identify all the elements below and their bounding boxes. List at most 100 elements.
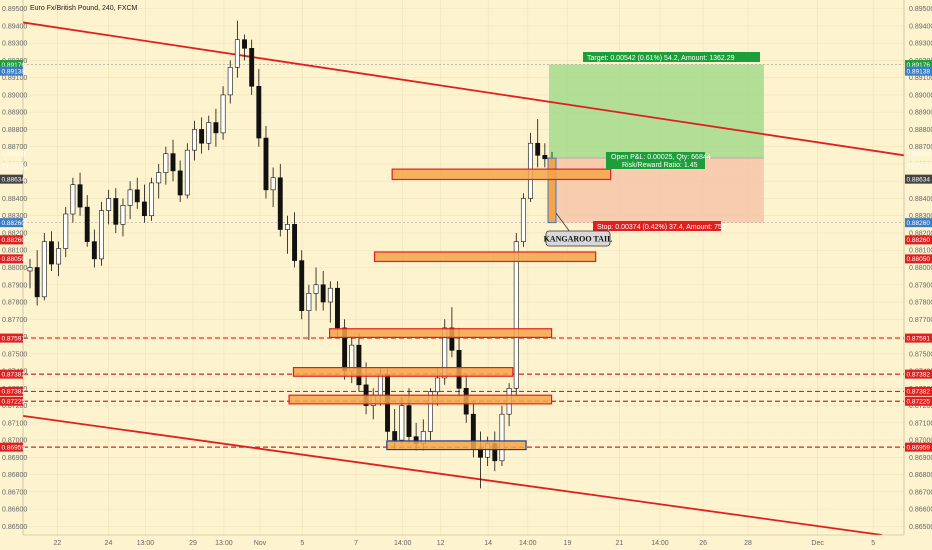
price-tag-right-label: 0.87591: [907, 335, 931, 342]
supply-demand-zones[interactable]: [288, 168, 612, 451]
time-tick-label: 7: [354, 540, 358, 547]
grid: [23, 0, 904, 535]
candle-body: [442, 327, 448, 379]
candle-body: [220, 94, 226, 134]
trendlines[interactable]: [22, 21, 905, 536]
right-tick-label: 0.88000: [909, 265, 932, 272]
price-tag-right: [905, 218, 932, 228]
price-tag-right: [905, 369, 932, 379]
right-tick-label: 0.86800: [909, 472, 932, 479]
left-tick-label: 0.87900: [2, 282, 27, 289]
candle-body: [199, 129, 205, 144]
right-tick-label: 0.88900: [909, 110, 932, 117]
left-tick-label: 0.88800: [2, 127, 27, 134]
right-tick-label: 0.89400: [909, 23, 932, 30]
candle-body: [141, 201, 147, 217]
stop-label: Stop: 0.00374 (0.42%) 37.4, Amount: 750: [597, 224, 726, 231]
price-tag-left-label: 0.88634: [2, 176, 26, 183]
risk-reward-label: Risk/Reward Ratio: 1.45: [622, 162, 698, 169]
sd-zone: [328, 328, 553, 338]
candle-body: [27, 267, 33, 272]
left-tick-label: 0.88300: [2, 213, 27, 220]
left-tick-label: 0.86500: [2, 524, 27, 531]
candle-body: [134, 189, 140, 203]
price-tag-left: [0, 442, 23, 452]
time-tick-label: 28: [744, 540, 752, 547]
price-tag-right: [905, 254, 932, 264]
price-tag-left-label: 0.88659: [2, 151, 26, 158]
price-tag-right: [905, 396, 932, 406]
time-tick-label: 13:00: [137, 540, 155, 547]
candle-body: [535, 142, 541, 156]
time-tick-label: 21: [616, 540, 624, 547]
candle-body: [435, 377, 441, 393]
time-tick-label: 29: [189, 540, 197, 547]
stop-label-box: [593, 221, 721, 231]
candle-body: [263, 137, 269, 191]
price-tag-right-label: 03:27:21: [907, 163, 932, 170]
trendline: [22, 21, 905, 157]
candle-body: [335, 287, 340, 329]
price-tag-left: [0, 254, 23, 264]
price-tag-right: [905, 235, 932, 245]
right-tick-label: 0.86500: [909, 524, 932, 531]
price-tag-left-label: 0.87225: [2, 399, 26, 406]
time-tick-label: 26: [699, 540, 707, 547]
pattern-callout-box[interactable]: [545, 230, 611, 247]
candle-body: [234, 39, 240, 68]
right-tick-label: 0.88100: [909, 248, 932, 255]
candle-body: [177, 170, 183, 196]
candle-body: [520, 198, 526, 242]
time-tick-label: 14:00: [394, 540, 412, 547]
candle-body: [256, 85, 262, 139]
kangaroo-tail-candle: [547, 157, 557, 224]
left-tick-label: 0.87200: [2, 403, 27, 410]
left-tick-label: 0.89300: [2, 41, 27, 48]
candle-body: [499, 413, 505, 462]
right-tick-label: 0.89300: [909, 41, 932, 48]
candle-body: [270, 177, 276, 191]
price-tag-right-label: 0.88050: [907, 256, 931, 263]
right-tick-label: 0.88700: [909, 144, 932, 151]
right-tick-label: 0.89500: [909, 6, 932, 13]
left-tick-label: 0.86900: [2, 455, 27, 462]
candle-body: [120, 205, 126, 225]
open-pnl-box: [606, 152, 705, 169]
time-tick-label: 22: [53, 540, 61, 547]
candle-body: [306, 293, 312, 311]
candle-body: [277, 177, 283, 230]
candle-body: [156, 172, 162, 184]
right-tick-label: 0.87900: [909, 282, 932, 289]
price-tag-left: [0, 235, 23, 245]
trendline: [22, 415, 883, 536]
price-tag-right: [905, 386, 932, 396]
candle-body: [356, 344, 362, 386]
sd-zone: [373, 251, 597, 263]
right-axis-panel: [904, 0, 932, 550]
candle-body: [542, 155, 548, 160]
time-tick-label: 19: [564, 540, 572, 547]
price-tag-right-label: 0.89176: [907, 62, 931, 69]
price-tag-left: [0, 369, 23, 379]
candle-body: [242, 39, 247, 49]
price-tag-left-label: 0.88050: [2, 256, 26, 263]
price-tag-left: [0, 161, 23, 171]
price-tag-left-label: 0.87382: [2, 389, 26, 396]
open-pnl-label: Open P&L: 0.00025, Qty: 66844: [611, 154, 711, 161]
candle-body: [91, 241, 97, 260]
candle-body: [377, 374, 383, 396]
price-tag-left-label: 0.88260: [2, 237, 26, 244]
right-tick-label: 0.89000: [909, 92, 932, 99]
right-tick-label: 0.89100: [909, 75, 932, 82]
price-tag-right: [905, 442, 932, 452]
right-tick-label: 0.87000: [909, 438, 932, 445]
left-tick-label: 0.87000: [2, 438, 27, 445]
candle-body: [320, 284, 326, 303]
left-tick-label: 0.87100: [2, 420, 27, 427]
price-tag-right: [905, 161, 932, 171]
left-tick-label: 0.86700: [2, 489, 27, 496]
price-tag-left: [0, 218, 23, 228]
time-axis-panel: [0, 535, 932, 550]
